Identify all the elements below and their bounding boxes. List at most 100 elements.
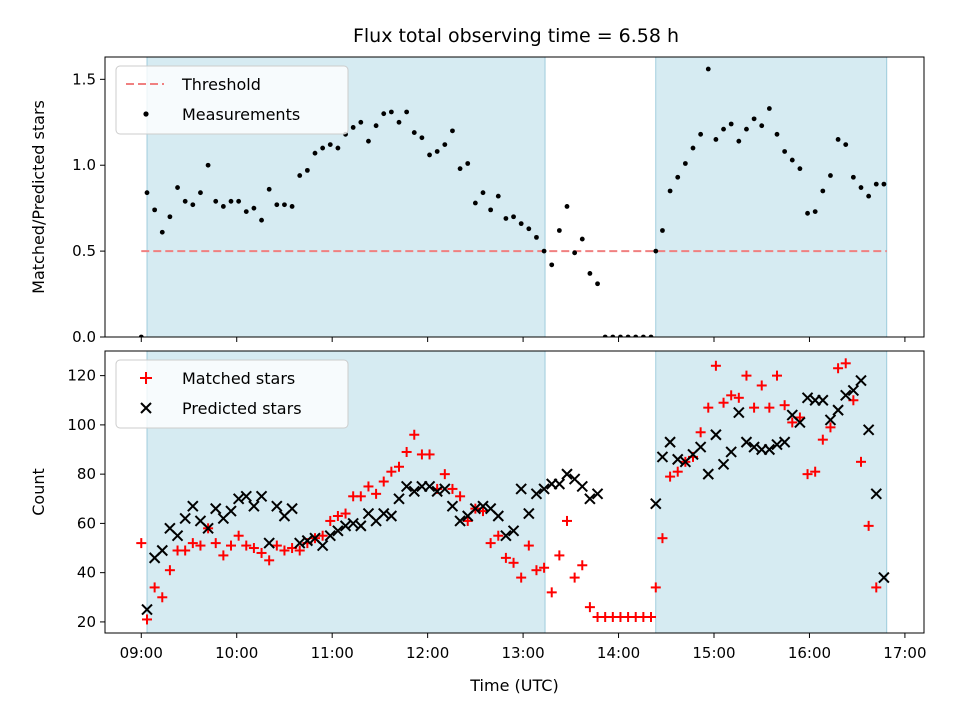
y-axis-label: Count bbox=[29, 468, 48, 516]
matched-stars-point bbox=[863, 520, 874, 531]
x-b bbox=[584, 493, 596, 505]
predicted-stars-point bbox=[507, 525, 520, 537]
measurement-point bbox=[534, 234, 539, 240]
x-b bbox=[248, 500, 260, 512]
measurement-point bbox=[858, 185, 864, 190]
predicted-stars-point bbox=[862, 424, 875, 436]
predicted-stars-point bbox=[202, 522, 214, 535]
matched-stars-point bbox=[817, 434, 828, 445]
predicted-stars-point bbox=[771, 438, 783, 451]
measurement-point bbox=[873, 181, 879, 187]
measurement-point bbox=[159, 229, 165, 235]
predicted-stars-point bbox=[870, 488, 882, 500]
measurement-point bbox=[511, 214, 516, 220]
measurement-point bbox=[465, 161, 471, 166]
measurement-point bbox=[472, 200, 478, 206]
measurement-point bbox=[358, 119, 364, 125]
measurement-point bbox=[274, 202, 280, 208]
matched-stars-point bbox=[386, 466, 397, 477]
x-b bbox=[530, 488, 543, 500]
predicted-stars-point bbox=[672, 453, 684, 466]
matched-stars-point bbox=[136, 538, 147, 549]
measurement-point bbox=[564, 204, 570, 209]
x-b bbox=[500, 530, 512, 542]
matched-stars-point bbox=[478, 506, 488, 517]
predicted-stars-point bbox=[538, 483, 550, 495]
matched-stars-point bbox=[195, 540, 206, 551]
predicted-stars-point bbox=[656, 451, 669, 463]
x-b bbox=[179, 512, 191, 525]
x-tick-label: 15:00 bbox=[692, 644, 735, 662]
predicted-stars-point bbox=[294, 537, 306, 549]
x-b bbox=[824, 414, 837, 426]
matched-stars-point bbox=[833, 363, 844, 374]
matched-stars-point bbox=[264, 555, 275, 566]
measurement-point bbox=[602, 334, 608, 337]
x-b bbox=[778, 436, 791, 448]
predicted-stars-point bbox=[778, 436, 791, 448]
matched-stars-point bbox=[577, 560, 588, 571]
y-tick-label: 20 bbox=[77, 613, 96, 631]
measurement-point bbox=[144, 190, 150, 196]
x-b bbox=[294, 537, 306, 549]
matched-stars-point bbox=[355, 491, 366, 502]
x-tick-label: 12:00 bbox=[406, 644, 449, 662]
x-b bbox=[240, 490, 252, 503]
measurement-point bbox=[335, 145, 341, 151]
measurement-point bbox=[152, 207, 158, 213]
matched-stars-point bbox=[779, 400, 790, 411]
predicted-stars-point bbox=[591, 488, 604, 500]
matched-stars-point bbox=[584, 602, 595, 613]
x-b bbox=[225, 505, 237, 517]
matched-stars-point bbox=[756, 380, 767, 391]
matched-stars-point bbox=[733, 392, 744, 403]
measurement-point bbox=[690, 145, 696, 151]
measurement-point bbox=[243, 209, 249, 215]
predicted-stars-point bbox=[286, 502, 298, 515]
top-panel-ratio: 0.0 0.5 1.0 1.5 Matched/Predicted stars Thres… bbox=[29, 56, 925, 346]
x-b bbox=[870, 488, 882, 500]
measurement-point bbox=[618, 334, 623, 337]
x-b bbox=[694, 441, 707, 453]
x-b bbox=[477, 500, 489, 512]
measurement-point bbox=[721, 126, 726, 132]
matched-stars-point bbox=[500, 552, 511, 563]
x-b bbox=[385, 510, 398, 522]
measurement-point bbox=[266, 186, 272, 192]
x-b bbox=[301, 534, 314, 547]
measurement-point bbox=[228, 198, 234, 204]
x-b bbox=[710, 429, 722, 441]
matched-stars-point bbox=[142, 614, 152, 625]
x-b bbox=[431, 485, 443, 498]
matched-stars-point bbox=[749, 402, 760, 413]
measurement-point bbox=[782, 149, 788, 154]
x-b bbox=[400, 480, 413, 493]
measurement-point bbox=[350, 125, 356, 130]
measurement-point bbox=[820, 188, 826, 194]
x-b bbox=[794, 416, 806, 429]
predicted-stars-point bbox=[832, 404, 844, 416]
measurement-point bbox=[648, 334, 654, 337]
matched-stars-point bbox=[187, 538, 198, 549]
measurement-point bbox=[526, 226, 532, 232]
x-b bbox=[484, 502, 497, 515]
measurement-point bbox=[541, 248, 547, 254]
x-b bbox=[523, 507, 535, 520]
y-tick-label: 0.5 bbox=[72, 242, 96, 260]
measurement-point bbox=[442, 142, 448, 148]
x-b bbox=[187, 500, 199, 512]
predicted-stars-point bbox=[393, 493, 405, 505]
x-b bbox=[538, 483, 550, 495]
predicted-stars-point bbox=[240, 490, 252, 503]
measurement-point bbox=[427, 152, 432, 158]
matched-stars-point bbox=[149, 582, 160, 593]
predicted-stars-point bbox=[794, 416, 806, 429]
x-b bbox=[393, 493, 405, 505]
measurement-point bbox=[595, 281, 600, 287]
measurement-point bbox=[766, 106, 772, 111]
predicted-stars-point bbox=[664, 436, 676, 448]
measurement-point bbox=[495, 193, 501, 199]
measurement-point bbox=[388, 109, 394, 115]
y-tick-label: 0.0 bbox=[72, 328, 96, 346]
x-b bbox=[817, 394, 829, 406]
